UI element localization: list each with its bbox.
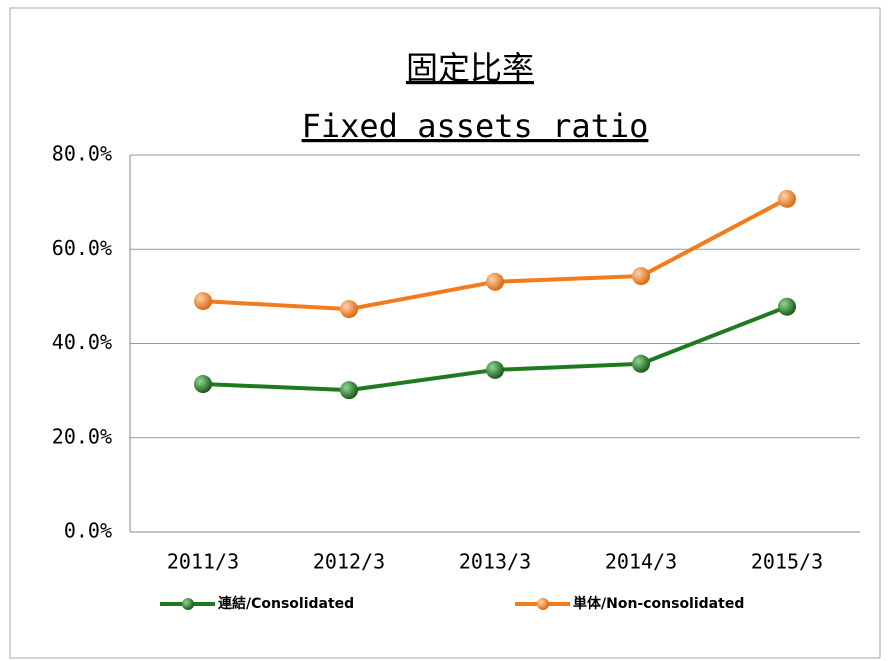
data-point — [340, 300, 358, 319]
data-point — [778, 297, 796, 316]
y-tick-label: 60.0% — [52, 236, 112, 260]
legend-marker — [537, 598, 549, 610]
data-point — [632, 267, 650, 286]
legend-marker — [182, 598, 194, 610]
data-point — [340, 381, 358, 400]
y-tick-label: 40.0% — [52, 330, 112, 354]
data-point — [632, 354, 650, 373]
legend-label: 単体/Non-consolidated — [573, 595, 744, 612]
data-point — [486, 272, 504, 291]
x-tick-label: 2013/3 — [459, 550, 531, 574]
y-tick-label: 20.0% — [52, 424, 112, 448]
data-point — [486, 360, 504, 379]
data-point — [194, 375, 212, 394]
legend-label: 連結/Consolidated — [218, 595, 354, 612]
chart-border — [9, 7, 881, 659]
chart-title: 固定比率 — [406, 49, 534, 87]
chart-subtitle: Fixed assets ratio — [302, 107, 649, 145]
data-point — [194, 292, 212, 311]
x-tick-label: 2011/3 — [167, 550, 239, 574]
x-tick-label: 2014/3 — [605, 550, 677, 574]
x-tick-label: 2012/3 — [313, 550, 385, 574]
y-tick-label: 80.0% — [52, 142, 112, 166]
y-tick-label: 0.0% — [64, 519, 112, 543]
x-tick-label: 2015/3 — [751, 550, 823, 574]
data-point — [778, 189, 796, 208]
